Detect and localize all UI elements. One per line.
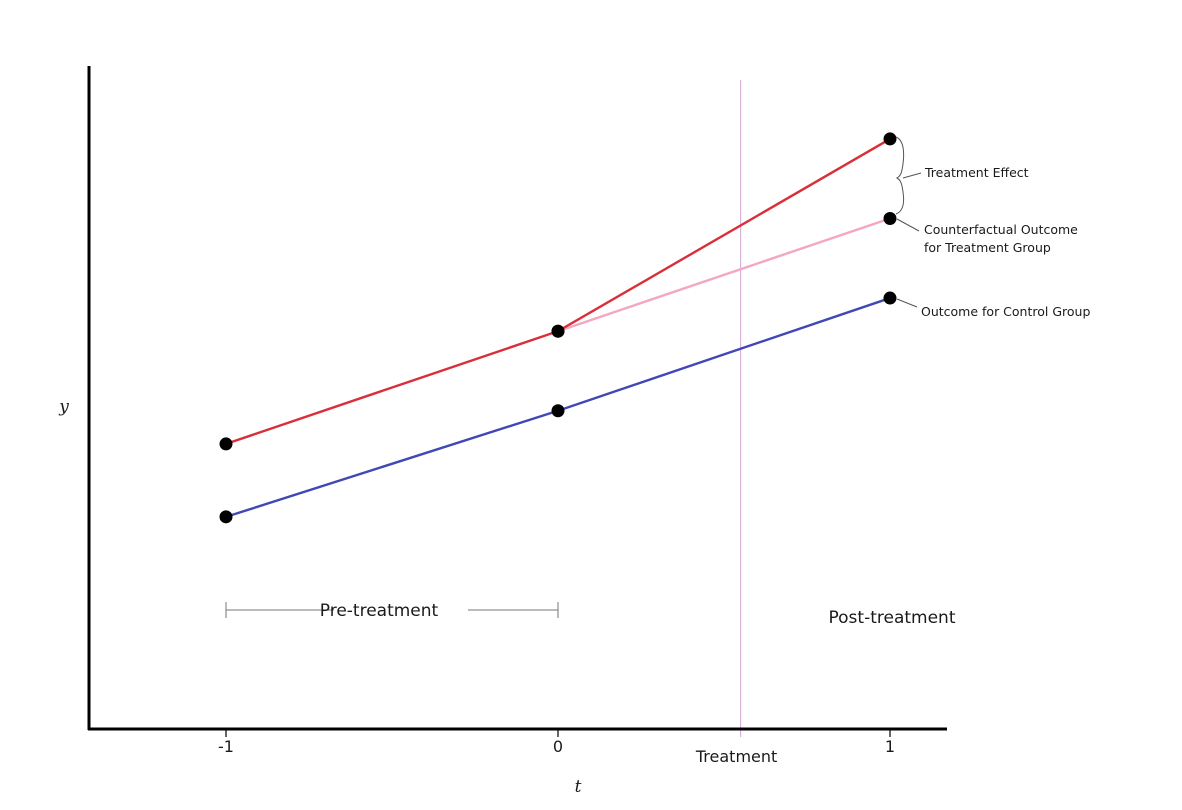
post-treatment-label: Post-treatment xyxy=(829,608,956,628)
treatment-tick-label: Treatment xyxy=(695,747,777,766)
data-point-counterfactual xyxy=(883,211,897,225)
series-line-treatment_group xyxy=(225,137,891,446)
pre-treatment-bracket xyxy=(225,602,559,618)
treatment-effect-brace xyxy=(895,136,905,215)
data-point-control_group xyxy=(551,404,565,418)
x-tick-label: 1 xyxy=(885,737,895,756)
x-tick-label: 0 xyxy=(553,737,563,756)
pre-treatment-label: Pre-treatment xyxy=(320,601,439,621)
y-axis-label: y xyxy=(58,397,69,417)
data-point-control_group xyxy=(883,291,897,305)
treatment-effect-label: Treatment Effect xyxy=(924,165,1029,180)
control-leader xyxy=(896,298,918,308)
control-label: Outcome for Control Group xyxy=(921,304,1090,319)
data-point-treatment_group xyxy=(883,132,897,146)
x-ticks: -1 0 1 xyxy=(218,729,895,756)
data-point-treatment_group xyxy=(551,324,565,338)
series-group xyxy=(219,132,897,524)
data-point-control_group xyxy=(219,510,233,524)
counterfactual-label-line2: for Treatment Group xyxy=(924,240,1051,255)
counterfactual-label-line1: Counterfactual Outcome xyxy=(924,222,1078,237)
treatment-effect-leader xyxy=(902,172,922,179)
data-point-treatment_group xyxy=(219,437,233,451)
x-tick-label: -1 xyxy=(218,737,234,756)
counterfactual-leader xyxy=(896,218,920,232)
x-axis-label: t xyxy=(575,777,582,797)
series-line-counterfactual xyxy=(557,217,891,333)
